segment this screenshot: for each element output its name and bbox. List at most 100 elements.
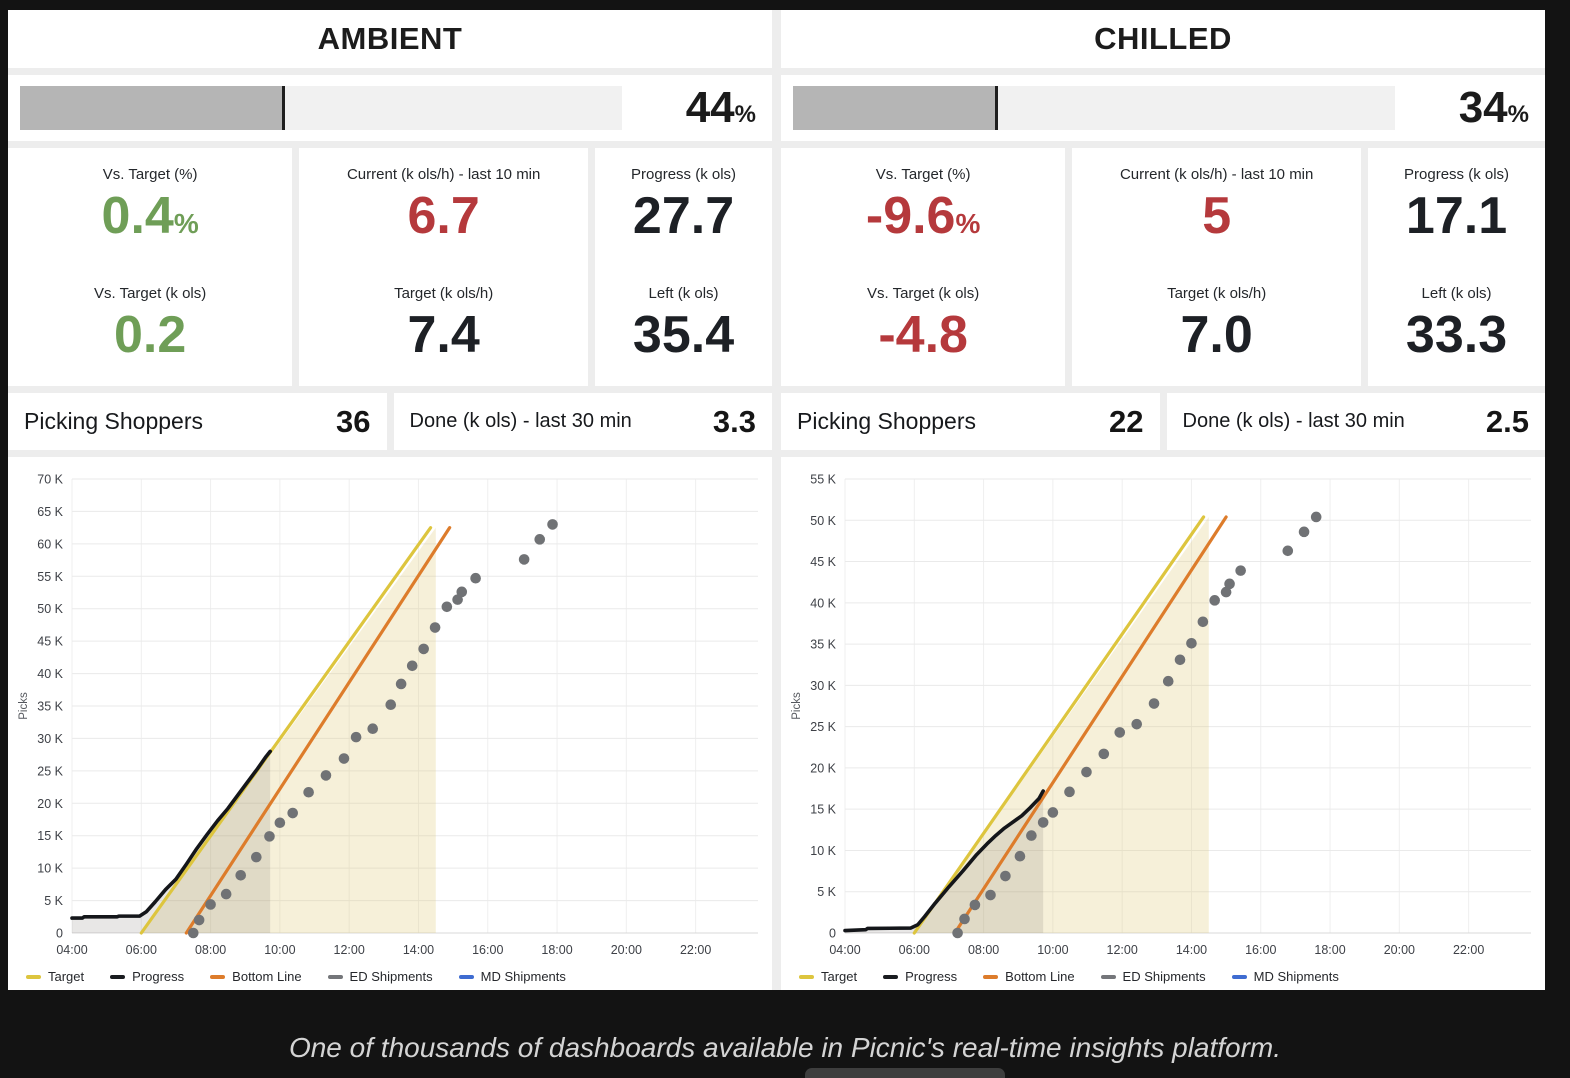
ambient-progress-card: 44% [8,75,772,141]
stat-unit: % [173,208,199,239]
done-value: 3.3 [712,403,756,439]
stat-target-rate: Target (k ols/h) 7.4 [299,267,588,386]
legend-swatch [210,974,226,979]
x-tick-label: 12:00 [334,943,365,957]
x-tick-label: 10:00 [264,943,295,957]
ed-shipments-point [547,519,558,530]
stat-current-rate: Current (k ols/h) - last 10 min 5 [1072,148,1361,267]
legend-item-md-shipments[interactable]: MD Shipments [458,969,566,984]
y-tick-label: 25 K [810,720,836,734]
ed-shipments-point [395,678,407,690]
x-tick-label: 16:00 [1245,943,1276,957]
legend-swatch [458,974,474,979]
legend-item-target[interactable]: Target [26,969,84,984]
y-tick-label: 30 K [810,679,836,693]
y-tick-label: 20 K [810,761,836,775]
legend-item-target[interactable]: Target [799,969,857,984]
legend-item-ed-shipments[interactable]: ED Shipments [327,969,433,984]
ed-shipments-point [235,869,247,881]
stat-label: Progress (k ols) [1404,166,1510,183]
stat-number: 0.2 [113,306,187,364]
legend-label: Bottom Line [232,969,302,984]
legend-label: Progress [905,969,958,984]
stat-value: 6.7 [408,189,480,244]
stat-label: Progress (k ols) [631,166,737,183]
legend-item-ed-shipments[interactable]: ED Shipments [1100,969,1206,984]
ambient-done-card: Done (k ols) - last 30 min 3.3 [393,393,772,450]
panel-title-chilled: CHILLED [1094,21,1232,56]
stat-number: 7.0 [1180,306,1253,364]
stat-vs-target-pct: Vs. Target (%) 0.4% [8,148,292,267]
ed-shipments-point [418,643,429,655]
y-tick-label: 55 K [37,570,63,584]
x-tick-label: 18:00 [1314,943,1345,957]
chilled-stat-card-progress: Progress (k ols) 17.1 Left (k ols) 33.3 [1368,148,1545,386]
ambient-stats-row: Vs. Target (%) 0.4% Vs. Target (k ols) 0… [8,148,772,386]
stat-label: Left (k ols) [1421,285,1492,302]
stat-label: Target (k ols/h) [394,285,494,302]
legend-item-md-shipments[interactable]: MD Shipments [1231,969,1339,984]
chilled-progress-percent-value: 34 [1458,83,1508,132]
chilled-done-card: Done (k ols) - last 30 min 2.5 [1166,393,1545,450]
chilled-picks-chart[interactable]: 0 5 K 10 K 15 K 20 K 25 K 30 K 35 K 40 K 45 K 50 K… [787,465,1539,965]
x-tick-label: 18:00 [541,943,572,957]
stat-vs-target-kols: Vs. Target (k ols) 0.2 [8,267,292,386]
ed-shipments-point [429,622,441,633]
ed-shipments-point [1186,637,1197,649]
legend-label: Progress [132,969,185,984]
ed-shipments-point [220,888,232,900]
ed-shipments-point [1000,870,1011,882]
stat-number: 6.7 [407,187,480,245]
x-tick-label: 10:00 [1037,943,1068,957]
ed-shipments-point [1282,545,1294,557]
ambient-picks-chart[interactable]: 0 5 K 10 K 15 K 20 K 25 K 30 K 35 K 40 K 45 K 50 K… [14,465,766,965]
stat-value: 0.2 [114,308,186,363]
ed-shipments-point [385,699,397,711]
stat-value: 7.0 [1181,308,1253,363]
legend-swatch [883,974,899,979]
ed-shipments-point [470,572,481,584]
chilled-chart-card: 0 5 K 10 K 15 K 20 K 25 K 30 K 35 K 40 K 45 K 50 K… [781,457,1545,990]
chilled-picking-row: Picking Shoppers 22 Done (k ols) - last … [781,393,1545,450]
x-tick-label: 22:00 [680,943,711,957]
legend-label: Target [821,969,858,984]
progress-shaded-area [72,751,271,933]
legend-item-bottom-line[interactable]: Bottom Line [983,969,1075,984]
ed-shipments-point [1224,578,1235,590]
y-tick-label: 55 K [810,473,836,487]
chilled-chart-legend: Target Progress Bottom Line ED Shipments MD … [799,969,1541,984]
legend-item-progress[interactable]: Progress [110,969,184,984]
stat-label: Vs. Target (%) [875,166,971,183]
x-tick-label: 04:00 [829,943,860,957]
stat-progress-kols: Progress (k ols) 17.1 [1368,148,1545,267]
ambient-chart-legend: Target Progress Bottom Line ED Shipments MD … [26,969,768,984]
stat-value: 5 [1202,189,1231,244]
legend-swatch [799,974,814,979]
stat-target-rate: Target (k ols/h) 7.0 [1072,267,1361,386]
y-tick-label: 10 K [37,862,63,876]
ed-shipments-point [251,851,262,863]
ambient-progress-percent-value: 44 [685,83,735,132]
legend-label: MD Shipments [1253,969,1339,984]
done-label: Done (k ols) - last 30 min [409,410,632,432]
legend-item-bottom-line[interactable]: Bottom Line [210,969,302,984]
stat-value: 35.4 [633,308,734,363]
stat-value: 7.4 [408,308,480,363]
ed-shipments-point [1220,586,1232,598]
ed-shipments-point [534,534,546,545]
legend-item-progress[interactable]: Progress [883,969,957,984]
stat-unit: % [955,208,981,239]
ed-shipments-point [367,723,379,734]
ed-shipments-point [1298,526,1310,538]
y-tick-label: 25 K [37,764,63,778]
ed-shipments-point [441,601,453,613]
y-tick-label: 45 K [810,555,836,569]
ambient-chart-card: 0 5 K 10 K 15 K 20 K 25 K 30 K 35 K 40 K 45 K 50 K… [8,457,772,990]
chilled-header-card: CHILLED [781,10,1545,68]
ed-shipments-point [452,594,463,605]
panel-ambient: AMBIENT 44% Vs. Target (%) 0.4% Vs. Targ… [8,10,772,990]
stat-label: Vs. Target (k ols) [94,285,207,302]
stat-vs-target-pct: Vs. Target (%) -9.6% [781,148,1065,267]
ed-shipments-point [350,731,362,743]
chilled-progress-track [793,86,1395,130]
